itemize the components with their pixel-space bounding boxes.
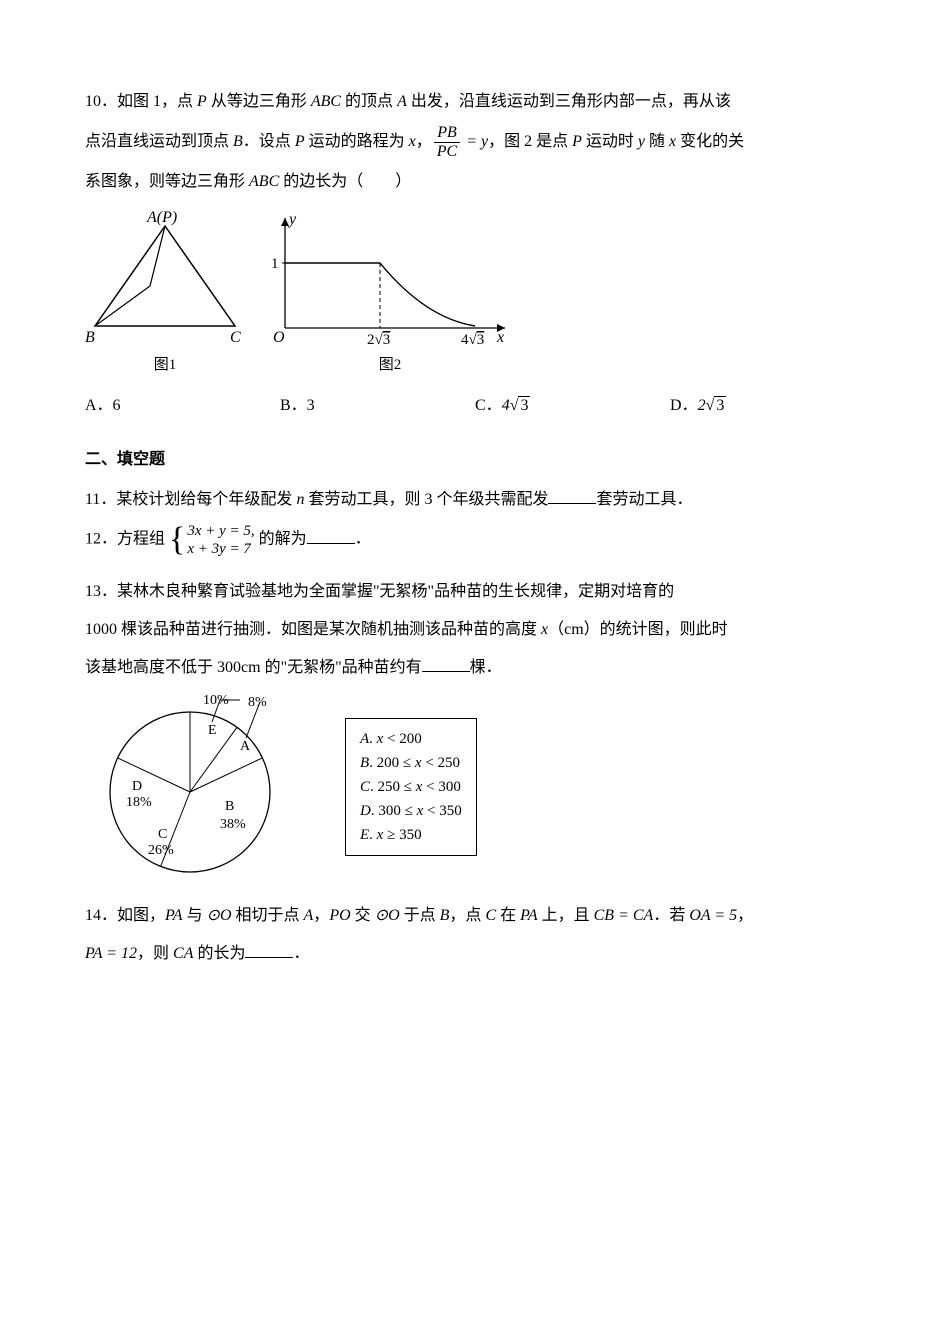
svg-text:O: O <box>273 329 285 346</box>
q10-choice-a: A．6 <box>85 390 280 422</box>
q10-line3: 系图象，则等边三角形 ABC 的边长为（ ） <box>85 166 865 198</box>
q14-line2: PA = 12，则 CA 的长为． <box>85 938 865 970</box>
q14-blank <box>245 942 293 958</box>
svg-text:B: B <box>225 799 234 814</box>
q10-choices: A．6 B．3 C．43 D．23 <box>85 390 865 422</box>
q12-blank <box>307 528 355 544</box>
svg-text:y: y <box>287 211 297 228</box>
q10-choice-b: B．3 <box>280 390 475 422</box>
q14-line1: 14．如图，PA 与 ⊙O 相切于点 A，PO 交 ⊙O 于点 B，点 C 在 … <box>85 900 865 932</box>
q13-legend: A. x < 200 B. 200 ≤ x < 250 C. 250 ≤ x <… <box>345 718 477 856</box>
svg-text:A(P): A(P) <box>146 209 177 226</box>
svg-text:D: D <box>132 779 142 794</box>
svg-text:A: A <box>240 739 251 754</box>
svg-text:2√3: 2√3 <box>367 332 390 348</box>
q10-fig1: A(P) B C 图1 <box>85 208 245 380</box>
q13-blank <box>422 656 470 672</box>
sqrt-icon: 3 <box>706 390 727 422</box>
svg-text:B: B <box>85 329 95 346</box>
section-2-heading: 二、填空题 <box>85 444 865 476</box>
q13-line3: 该基地高度不低于 300cm 的"无絮杨"品种苗约有棵． <box>85 652 865 684</box>
svg-text:8%: 8% <box>248 695 267 710</box>
svg-text:1: 1 <box>271 256 279 272</box>
svg-text:x: x <box>496 329 504 346</box>
svg-text:E: E <box>208 723 217 738</box>
q13-line1: 13．某林木良种繁育试验基地为全面掌握"无絮杨"品种苗的生长规律，定期对培育的 <box>85 576 865 608</box>
svg-text:38%: 38% <box>220 817 246 832</box>
q10-line1: 10．如图 1，点 P 从等边三角形 ABC 的顶点 A 出发，沿直线运动到三角… <box>85 86 865 118</box>
q10-choice-d: D．23 <box>670 390 865 422</box>
q12-system: { 3x + y = 5, x + 3y = 7 <box>169 522 255 558</box>
q10-fig2: y O x 1 2√3 4√3 图2 <box>265 208 515 380</box>
q10-num: 10． <box>85 93 117 110</box>
q13-line2: 1000 棵该品种苗进行抽测．如图是某次随机抽测该品种苗的高度 x（cm）的统计… <box>85 614 865 646</box>
sqrt-icon: 3 <box>510 390 531 422</box>
svg-text:C: C <box>230 329 241 346</box>
q10-line2: 点沿直线运动到顶点 B．设点 P 运动的路程为 x，PBPC = y，图 2 是… <box>85 124 865 160</box>
q10-frac: PBPC <box>434 124 460 160</box>
svg-text:10%: 10% <box>203 693 229 708</box>
q13-figure-row: E A B 38% C 26% D 18% 10% 8% A. x < 200 … <box>85 692 865 882</box>
q11: 11．某校计划给每个年级配发 n 套劳动工具，则 3 个年级共需配发套劳动工具． <box>85 484 865 516</box>
q10-figures: A(P) B C 图1 y O x 1 <box>85 208 865 380</box>
svg-text:26%: 26% <box>148 843 174 858</box>
q12: 12．方程组 { 3x + y = 5, x + 3y = 7 的解为． <box>85 522 865 558</box>
svg-text:C: C <box>158 827 167 842</box>
q11-blank <box>548 488 596 504</box>
svg-text:4√3: 4√3 <box>461 332 484 348</box>
svg-text:18%: 18% <box>126 795 152 810</box>
q10-choice-c: C．43 <box>475 390 670 422</box>
q13-pie-chart: E A B 38% C 26% D 18% 10% 8% <box>85 692 295 882</box>
